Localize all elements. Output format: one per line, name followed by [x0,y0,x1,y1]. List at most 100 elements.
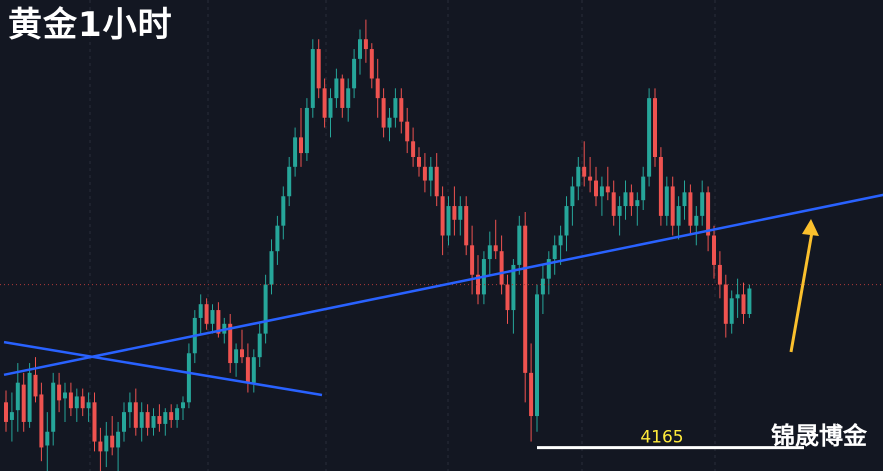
candle-body-64 [381,98,386,128]
candle-body-112 [664,186,669,216]
candle-body-26 [157,416,162,424]
candle-body-23 [139,412,144,428]
candle-body-46 [275,225,280,252]
arrow-head [802,219,819,236]
candle-body-71 [422,166,427,181]
candle-body-94 [558,235,563,246]
candle-body-1 [9,412,14,420]
candle-body-16 [98,441,103,452]
candle-body-85 [505,284,510,311]
candle-body-27 [163,412,168,424]
candle-body-54 [322,88,327,118]
candle-body-97 [576,166,581,187]
candle-body-74 [440,196,445,236]
candle-body-50 [299,137,303,154]
candle-body-31 [186,353,191,403]
candle-body-82 [487,245,492,260]
rising-trendline [3,193,883,377]
candle-body-77 [458,206,463,220]
candle-body-70 [417,157,421,167]
candle-body-96 [570,186,575,207]
candle-body-42 [251,357,256,383]
candle-body-30 [181,402,185,409]
candle-body-62 [369,49,374,79]
candle-body-61 [363,39,368,50]
candle-body-25 [151,416,156,428]
candle-body-80 [476,274,480,295]
candle-body-35 [210,310,215,324]
candle-body-98 [582,166,587,177]
grid-lines [89,0,716,471]
candle-body-17 [104,435,109,452]
candle-body-65 [387,117,392,128]
candle-body-56 [334,78,339,99]
candle-body-0 [4,402,8,422]
candle-body-10 [63,392,67,399]
candle-body-45 [269,251,274,285]
candle-body-91 [540,278,545,295]
candle-body-79 [470,245,475,275]
candle-body-43 [257,333,262,358]
candle-body-18 [110,435,115,448]
candle-body-101 [599,186,604,197]
candle-body-13 [80,396,85,409]
candle-body-123 [729,298,734,324]
candle-body-115 [682,192,687,207]
candle-body-12 [74,396,79,409]
candle-body-76 [452,206,457,220]
candles-group [4,19,752,471]
candle-body-92 [546,259,551,279]
candle-body-105 [623,192,628,207]
candle-body-49 [293,137,298,167]
candle-body-72 [428,166,433,181]
candle-body-33 [198,304,203,318]
candle-body-86 [511,264,516,311]
candle-body-55 [328,98,333,118]
candle-body-107 [635,200,640,207]
candle-body-36 [216,310,221,334]
falling-trendline [3,340,323,397]
candle-body-88 [523,225,528,373]
candle-body-19 [116,431,121,448]
candle-body-73 [434,166,439,197]
candle-body-5 [33,374,38,397]
candle-body-40 [240,349,244,358]
candle-body-8 [51,382,56,432]
candle-body-126 [747,288,752,314]
candle-body-24 [145,412,150,428]
candle-body-104 [617,206,622,216]
candle-body-9 [57,384,62,401]
support-label: 4165 [640,428,683,448]
candle-body-44 [263,284,268,334]
candle-body-11 [68,392,73,409]
candle-body-83 [493,245,498,252]
candle-body-4 [27,372,32,422]
candle-body-6 [39,394,44,448]
candle-body-100 [594,180,598,197]
candle-body-106 [629,192,634,207]
candle-body-113 [670,186,675,226]
candle-body-15 [92,402,97,442]
candle-body-3 [21,384,26,422]
candle-body-95 [564,206,569,236]
candle-body-48 [287,166,292,197]
candle-body-109 [647,98,652,177]
arrow-shaft [789,231,814,353]
candle-body-53 [316,49,321,89]
candle-body-14 [86,402,91,409]
candle-body-7 [45,431,50,446]
candle-body-52 [310,49,315,108]
candle-body-121 [717,264,722,285]
candle-body-63 [375,78,380,99]
candle-body-78 [464,206,469,246]
candle-body-110 [653,98,657,157]
candle-body-125 [741,294,746,314]
candle-body-84 [499,251,504,285]
candle-body-99 [588,176,593,181]
candle-body-102 [605,186,610,193]
candle-body-90 [535,294,539,417]
candle-body-89 [529,372,534,417]
candle-body-2 [15,382,20,411]
candle-body-59 [352,58,357,89]
